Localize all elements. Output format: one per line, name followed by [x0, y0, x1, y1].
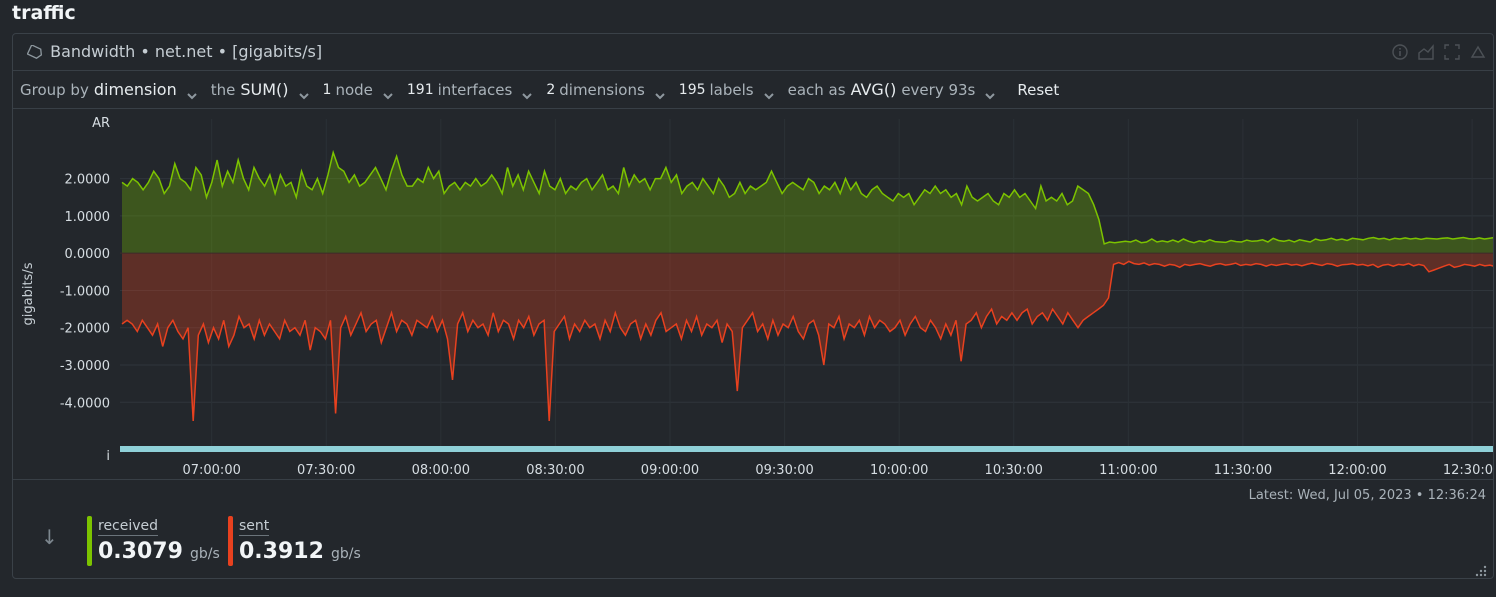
chevron-down-icon [985, 86, 996, 99]
arrow-down-icon[interactable]: ↓ [41, 525, 58, 549]
interfaces-count: 191 [406, 81, 434, 98]
legend-value: 0.3912 [239, 539, 324, 564]
interfaces-dropdown[interactable]: 191 interfaces [406, 80, 533, 99]
alert-icon[interactable] [1469, 43, 1487, 61]
annotation-label: AR [92, 116, 110, 131]
time-agg-value: AVG() [850, 80, 897, 99]
dimensions-count: 2 [546, 81, 556, 98]
time-agg-prefix: each as [787, 80, 846, 99]
aggregation-dropdown[interactable]: the SUM() [211, 80, 309, 99]
legend-unit: gb/s [190, 546, 220, 562]
dimensions-label: dimensions [559, 80, 645, 99]
chevron-down-icon [383, 86, 393, 99]
x-tick-label: 11:00:00 [1099, 463, 1157, 478]
x-tick-label: 08:00:00 [412, 463, 470, 478]
series-area-sent [122, 253, 1493, 421]
chart-tag-icon [26, 44, 43, 63]
y-tick-label: -4.0000 [60, 396, 110, 411]
chart-type-icon[interactable] [1417, 43, 1435, 61]
x-tick-label: 10:00:00 [870, 463, 928, 478]
x-tick-label: 10:30:00 [985, 463, 1043, 478]
y-axis-label: gigabits/s [21, 262, 36, 325]
chevron-down-icon [655, 86, 665, 99]
labels-dropdown[interactable]: 195 labels [679, 81, 774, 99]
labels-label: labels [709, 80, 754, 99]
bandwidth-area-chart[interactable]: 2.0000 1.0000 0.0000 -1.0000 -2.0000 -3.0000 -… [13, 109, 1494, 481]
nodes-dropdown[interactable]: 1 node [323, 81, 393, 99]
annotation-timeline-bar [120, 446, 1493, 452]
x-tick-label: 07:30:00 [297, 463, 355, 478]
bandwidth-chart-panel: Bandwidth • net.net • [gigabits/s] Group… [12, 33, 1494, 579]
group-by-prefix: Group by [20, 80, 89, 99]
interfaces-label: interfaces [437, 80, 513, 99]
panel-title-wrap: Bandwidth • net.net • [gigabits/s] [26, 42, 323, 63]
dimensions-dropdown[interactable]: 2 dimensions [546, 80, 665, 99]
nodes-label: node [335, 80, 373, 99]
y-tick-label: 1.0000 [65, 210, 111, 225]
chevron-down-icon [522, 86, 533, 99]
chevron-down-icon [763, 86, 774, 99]
y-tick-label: -1.0000 [60, 284, 110, 299]
series-line-sent [121, 260, 1493, 421]
chevron-down-icon [298, 86, 309, 99]
aggregation-value: SUM() [240, 80, 289, 99]
reset-button[interactable]: Reset [1017, 80, 1060, 99]
labels-count: 195 [678, 81, 706, 98]
y-tick-label: 0.0000 [65, 247, 111, 262]
resize-handle-icon[interactable] [1475, 562, 1487, 577]
group-by-value: dimension [93, 80, 177, 99]
annotation-label: i [106, 449, 110, 464]
time-agg-suffix: every 93s [901, 80, 976, 99]
chart-controls-bar: Group by dimension the SUM() 1 node 191 … [13, 71, 1493, 109]
y-tick-label: 2.0000 [65, 173, 111, 188]
legend-color-received [87, 516, 92, 566]
x-tick-label: 07:00:00 [182, 463, 240, 478]
legend-color-sent [228, 516, 233, 566]
legend-name: sent [239, 518, 270, 536]
x-tick-label: 09:30:00 [755, 463, 813, 478]
chart-footer: Latest: Wed, Jul 05, 2023 • 12:36:24 ↓ r… [13, 479, 1493, 578]
fullscreen-icon[interactable] [1443, 43, 1461, 61]
y-tick-label: -3.0000 [60, 359, 110, 374]
x-tick-label: 08:30:00 [526, 463, 584, 478]
chevron-down-icon [187, 86, 197, 99]
latest-timestamp: Latest: Wed, Jul 05, 2023 • 12:36:24 [1248, 488, 1486, 503]
chart-area[interactable]: 2.0000 1.0000 0.0000 -1.0000 -2.0000 -3.0000 -… [13, 109, 1494, 481]
panel-title: Bandwidth • net.net • [gigabits/s] [50, 42, 323, 61]
x-tick-label: 12:30:00 [1443, 463, 1494, 478]
section-title: traffic [12, 2, 76, 24]
y-tick-label: -2.0000 [60, 322, 110, 337]
legend-name: received [98, 518, 159, 536]
x-tick-label: 09:00:00 [641, 463, 699, 478]
legend-value: 0.3079 [98, 539, 183, 564]
series-line-received [121, 149, 1493, 245]
series-area-received [122, 152, 1493, 254]
info-icon[interactable] [1391, 43, 1409, 61]
x-tick-label: 11:30:00 [1214, 463, 1272, 478]
group-by-dropdown[interactable]: Group by dimension [20, 80, 197, 99]
aggregation-prefix: the [210, 80, 236, 99]
panel-header: Bandwidth • net.net • [gigabits/s] [13, 34, 1493, 71]
legend-unit: gb/s [331, 546, 361, 562]
nodes-count: 1 [322, 81, 332, 98]
time-aggregation-dropdown[interactable]: each as AVG() every 93s [788, 80, 996, 99]
x-tick-label: 12:00:00 [1328, 463, 1386, 478]
